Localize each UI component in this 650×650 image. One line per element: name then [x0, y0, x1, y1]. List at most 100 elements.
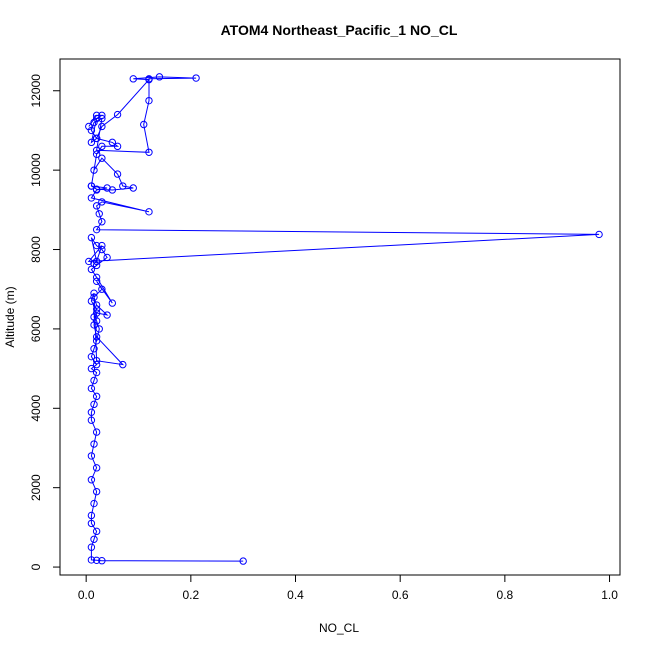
- data-point: [119, 182, 127, 190]
- data-point: [113, 110, 122, 119]
- data-point: [103, 253, 111, 262]
- plot-frame: [59, 58, 621, 576]
- data-point: [113, 170, 122, 178]
- data-point: [595, 230, 603, 239]
- data-point: [92, 257, 101, 266]
- data-point: [92, 368, 101, 377]
- data-point: [90, 499, 98, 508]
- data-point: [103, 311, 111, 319]
- data-point: [87, 182, 96, 190]
- data-point: [92, 556, 101, 565]
- data-point: [92, 428, 101, 436]
- data-point: [92, 150, 101, 158]
- data-point: [90, 118, 98, 127]
- data-point: [92, 185, 101, 193]
- data-point: [113, 142, 122, 151]
- data-point: [90, 345, 98, 353]
- data-point: [145, 208, 153, 216]
- data-point: [108, 138, 117, 147]
- y-tick-label: 10000: [29, 153, 43, 187]
- data-point: [98, 111, 106, 120]
- data-point: [90, 289, 98, 297]
- data-point: [92, 202, 101, 210]
- data-point: [87, 138, 96, 147]
- data-point: [239, 557, 247, 565]
- data-point: [129, 75, 137, 83]
- data-point: [87, 543, 96, 551]
- y-tick-label: 6000: [29, 315, 43, 342]
- x-tick-label: 0.0: [78, 588, 95, 602]
- data-point: [90, 293, 98, 301]
- data-point: [129, 184, 137, 192]
- data-point: [108, 186, 117, 194]
- series-line: [87, 76, 600, 562]
- data-point: [87, 519, 96, 528]
- data-point: [87, 476, 96, 484]
- data-point: [87, 233, 96, 242]
- data-point: [92, 392, 101, 401]
- data-point: [98, 557, 106, 565]
- data-point: [87, 297, 96, 305]
- y-tick-label: 4000: [29, 395, 43, 422]
- data-point: [92, 527, 101, 536]
- data-point: [87, 352, 96, 361]
- x-axis: 0.0 0.2 0.4 0.6 0.8 1.0: [78, 574, 618, 602]
- data-point: [92, 356, 101, 365]
- data-point: [145, 96, 153, 105]
- x-tick-label: 0.4: [287, 588, 304, 602]
- data-point: [92, 114, 101, 123]
- data-point: [90, 535, 98, 543]
- data-point: [92, 309, 101, 317]
- data-point: [85, 122, 93, 131]
- data-point: [92, 134, 101, 143]
- data-point: [155, 73, 164, 81]
- data-point: [92, 305, 101, 313]
- data-point: [87, 364, 96, 373]
- data-point: [92, 317, 101, 325]
- data-point: [119, 360, 127, 369]
- data-point: [192, 74, 200, 82]
- data-point: [98, 241, 106, 250]
- data-point: [145, 148, 153, 156]
- data-point: [90, 166, 98, 174]
- data-point: [90, 440, 98, 448]
- data-point: [90, 313, 98, 321]
- data-point: [98, 285, 106, 293]
- data-point: [92, 301, 101, 309]
- x-tick-label: 0.8: [497, 588, 514, 602]
- data-point: [87, 384, 96, 393]
- data-point: [92, 337, 101, 345]
- y-tick-label: 2000: [29, 474, 43, 501]
- data-point: [90, 376, 98, 385]
- data-point: [92, 146, 101, 154]
- data-point: [87, 126, 96, 135]
- y-axis: 0 2000 4000 6000 8000 10000 12000: [29, 74, 61, 570]
- data-point: [87, 452, 96, 460]
- x-tick-label: 0.2: [182, 588, 199, 602]
- data-point: [140, 120, 148, 129]
- x-axis-label: NO_CL: [319, 621, 359, 635]
- data-point: [87, 194, 96, 202]
- data-point: [145, 75, 153, 84]
- chart-title: ATOM4 Northeast_Pacific_1 NO_CL: [221, 22, 458, 38]
- data-point: [87, 408, 96, 416]
- data-point: [98, 198, 106, 206]
- data-point: [98, 114, 106, 123]
- data-point: [95, 325, 103, 333]
- data-point: [92, 487, 101, 496]
- data-point: [98, 142, 106, 151]
- data-point: [108, 299, 117, 307]
- data-point: [92, 111, 101, 120]
- data-point: [92, 277, 101, 285]
- data-point: [87, 416, 96, 424]
- data-point: [87, 265, 96, 274]
- y-tick-label: 0: [29, 563, 43, 570]
- data-point: [95, 210, 103, 218]
- data-point: [90, 321, 98, 329]
- data-point: [90, 400, 98, 409]
- y-axis-label: Altitude (m): [3, 286, 17, 347]
- data-point: [85, 257, 93, 266]
- data-point: [92, 464, 101, 472]
- series-layer: [85, 73, 603, 565]
- data-point: [92, 360, 101, 369]
